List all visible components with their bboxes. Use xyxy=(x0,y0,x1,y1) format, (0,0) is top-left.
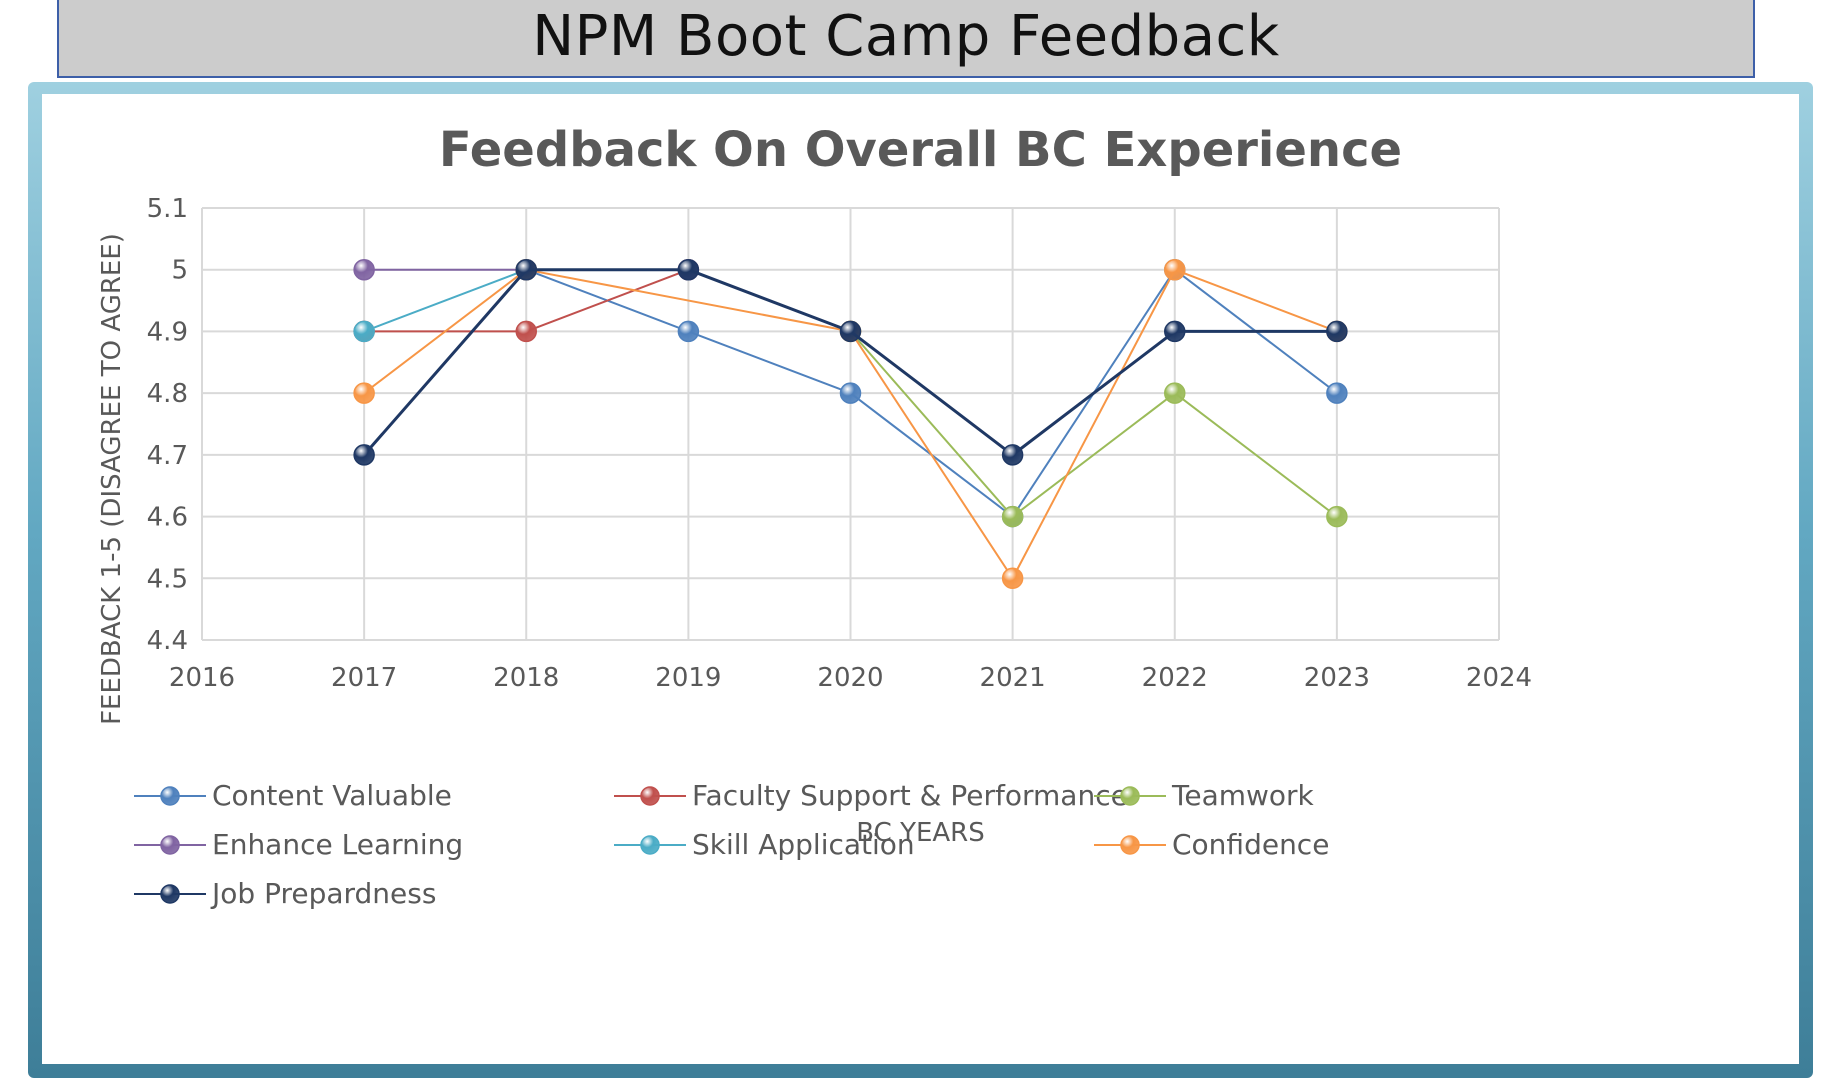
legend-swatch xyxy=(134,785,206,806)
x-tick-label: 2020 xyxy=(817,663,883,693)
data-point-content-valuable xyxy=(839,382,862,404)
x-tick-label: 2024 xyxy=(1466,663,1532,693)
legend-item-faculty-support-performance: Faculty Support & Performance xyxy=(612,779,1128,812)
data-point-faculty-support-performance xyxy=(515,320,537,343)
chart-legend: Content Valuable Faculty Support & Perfor… xyxy=(42,94,1799,1064)
legend-swatch xyxy=(614,785,686,806)
legend-swatch xyxy=(614,834,686,855)
legend-item-job-prepardness: Job Prepardness xyxy=(132,877,436,910)
legend-label: Content Valuable xyxy=(212,779,452,812)
data-point-job-prepardness xyxy=(677,258,700,281)
legend-label: Teamwork xyxy=(1172,779,1314,812)
x-tick-label: 2017 xyxy=(331,663,397,693)
x-tick-label: 2018 xyxy=(493,663,559,693)
y-tick-label: 4.5 xyxy=(147,564,188,594)
chart-title: Feedback On Overall BC Experience xyxy=(438,122,1403,178)
data-point-teamwork xyxy=(1164,382,1186,404)
data-point-confidence xyxy=(353,382,375,404)
y-tick-label: 4.4 xyxy=(147,626,188,656)
y-tick-label: 4.9 xyxy=(147,317,188,347)
x-tick-label: 2016 xyxy=(169,663,235,693)
legend-swatch xyxy=(1094,785,1166,806)
x-tick-label: 2019 xyxy=(655,663,721,693)
chart-area: Feedback On Overall BC Experience FEEDBA… xyxy=(42,94,1799,1064)
legend-item-skill-application: Skill Application xyxy=(612,828,915,861)
data-point-job-prepardness xyxy=(353,444,375,466)
legend-label: Skill Application xyxy=(692,828,915,861)
data-point-teamwork xyxy=(1001,505,1024,528)
chart-plot: 4.4 4.5 4.6 4.7 4.8 4.9 5 5.1 2016 2017 2018 2019 20… xyxy=(147,194,1532,693)
legend-swatch xyxy=(134,834,206,855)
page-title: NPM Boot Camp Feedback xyxy=(532,3,1280,69)
legend-label: Faculty Support & Performance xyxy=(692,779,1128,812)
y-tick-label: 4.6 xyxy=(147,503,188,533)
data-point-job-prepardness xyxy=(515,258,537,281)
legend-item-confidence: Confidence xyxy=(1092,828,1329,861)
legend-item-content-valuable: Content Valuable xyxy=(132,779,452,812)
legend-item-enhance-learning: Enhance Learning xyxy=(132,828,463,861)
x-tick-label: 2021 xyxy=(980,663,1046,693)
y-tick-label: 5.1 xyxy=(147,194,188,224)
data-point-job-prepardness xyxy=(1164,320,1186,343)
chart-frame: Feedback On Overall BC Experience FEEDBA… xyxy=(28,82,1813,1078)
y-tick-label: 4.8 xyxy=(147,379,188,409)
y-tick-label: 4.7 xyxy=(147,441,188,471)
data-point-skill-application xyxy=(353,320,375,343)
series-line-confidence xyxy=(363,268,1338,580)
y-tick-label: 5 xyxy=(171,256,188,286)
data-point-job-prepardness xyxy=(1001,444,1024,466)
legend-label: Confidence xyxy=(1172,828,1330,861)
data-point-job-prepardness xyxy=(1326,320,1348,343)
legend-label: Job Prepardness xyxy=(212,877,437,910)
header-bar: NPM Boot Camp Feedback xyxy=(57,0,1755,78)
data-point-confidence xyxy=(1001,567,1024,590)
data-point-content-valuable xyxy=(677,320,700,343)
data-point-confidence xyxy=(1164,258,1186,281)
data-point-teamwork xyxy=(1326,505,1348,528)
legend-swatch xyxy=(134,883,206,904)
x-axis-label: BC YEARS xyxy=(856,818,985,848)
series-line-teamwork xyxy=(849,330,1338,518)
legend-swatch xyxy=(1094,834,1166,855)
x-tick-label: 2023 xyxy=(1304,663,1370,693)
legend-item-teamwork: Teamwork xyxy=(1092,779,1314,812)
legend-label: Enhance Learning xyxy=(212,828,464,861)
series-line-skill-application xyxy=(363,268,527,333)
x-tick-label: 2022 xyxy=(1142,663,1208,693)
data-point-content-valuable xyxy=(1326,382,1348,404)
data-point-job-prepardness xyxy=(839,320,862,343)
data-point-enhance-learning xyxy=(353,258,375,281)
